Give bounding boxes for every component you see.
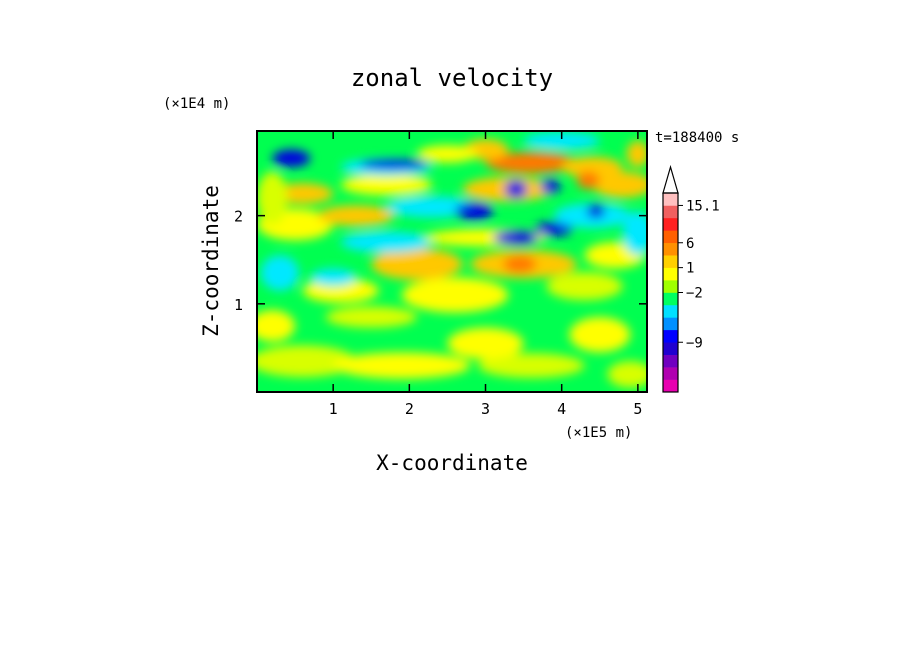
colorbar-swatch (663, 242, 678, 256)
colorbar-label: −9 (686, 335, 703, 351)
field-region (503, 255, 537, 273)
field-region (607, 361, 647, 388)
field-region (626, 140, 647, 168)
field-region (371, 248, 463, 281)
field-region (447, 327, 524, 360)
field-region (540, 179, 561, 194)
field-region (523, 131, 600, 150)
colorbar-extend-arrow (662, 164, 679, 194)
colorbar-label: 1 (686, 261, 694, 277)
plot-frame (256, 130, 648, 393)
colorbar-swatch (663, 354, 678, 368)
field-region (622, 211, 647, 256)
x-tick-label: 5 (633, 400, 642, 418)
y-axis: 12 (234, 208, 647, 314)
colorbar-swatch (663, 292, 678, 306)
field-region (576, 171, 600, 190)
colorbar-swatch (663, 329, 678, 343)
colorbar-swatch (663, 267, 678, 281)
colorbar-label: 6 (686, 236, 694, 252)
colorbar: 15.1 6 1 −2 −9 (662, 164, 720, 393)
field-region (592, 171, 647, 199)
field-region (504, 180, 528, 199)
colorbar-swatch (663, 367, 678, 380)
field-region (546, 272, 623, 301)
colorbar-swatch (663, 342, 678, 355)
field-region (416, 145, 478, 163)
colorbar-swatch (663, 193, 678, 206)
colorbar-label: −2 (686, 286, 703, 302)
field-region (257, 171, 288, 225)
x-tick-label: 2 (405, 400, 414, 418)
field-region (586, 204, 606, 219)
field-region (317, 205, 395, 227)
colorbar-swatch (663, 217, 678, 231)
x-unit-label: (×1E5 m) (565, 425, 632, 441)
colorbar-swatch (663, 379, 678, 393)
x-tick-label: 1 (329, 400, 338, 418)
colorbar-swatch (663, 304, 678, 318)
field-region (272, 183, 334, 205)
x-axis: 1 2 3 4 5 (329, 131, 642, 418)
field-region (260, 255, 299, 291)
field-region (272, 149, 311, 168)
colorbar-label: 15.1 (686, 198, 720, 214)
field-region (325, 306, 417, 328)
y-axis-label: Z-coordinate (199, 185, 223, 337)
field-region (561, 156, 623, 178)
colorbar-swatch (663, 255, 678, 268)
field-region (535, 221, 574, 236)
field-region (257, 345, 357, 378)
field-region (333, 352, 471, 379)
time-label: t=188400 s (655, 130, 739, 146)
field-region (569, 317, 631, 353)
y-tick-label: 1 (234, 296, 243, 314)
field-region (340, 231, 433, 253)
field-region (310, 268, 357, 287)
velocity-field (257, 131, 647, 392)
colorbar-swatch (663, 230, 678, 244)
field-region (477, 353, 585, 378)
field-region (359, 159, 429, 170)
field-region (340, 174, 433, 196)
field-region (493, 230, 539, 245)
y-unit-label: (×1E4 m) (163, 96, 230, 112)
x-tick-label: 3 (481, 400, 490, 418)
field-region (257, 310, 296, 342)
field-region (455, 202, 494, 221)
colorbar-swatch (663, 205, 678, 219)
colorbar-swatch (663, 317, 678, 331)
colorbar-swatch (663, 280, 678, 293)
chart-title: zonal velocity (351, 64, 553, 92)
x-tick-label: 4 (557, 400, 566, 418)
x-axis-label: X-coordinate (376, 451, 528, 475)
field-region (401, 277, 509, 313)
field-region (386, 196, 478, 218)
field-region (485, 152, 577, 174)
y-tick-label: 2 (234, 208, 243, 226)
